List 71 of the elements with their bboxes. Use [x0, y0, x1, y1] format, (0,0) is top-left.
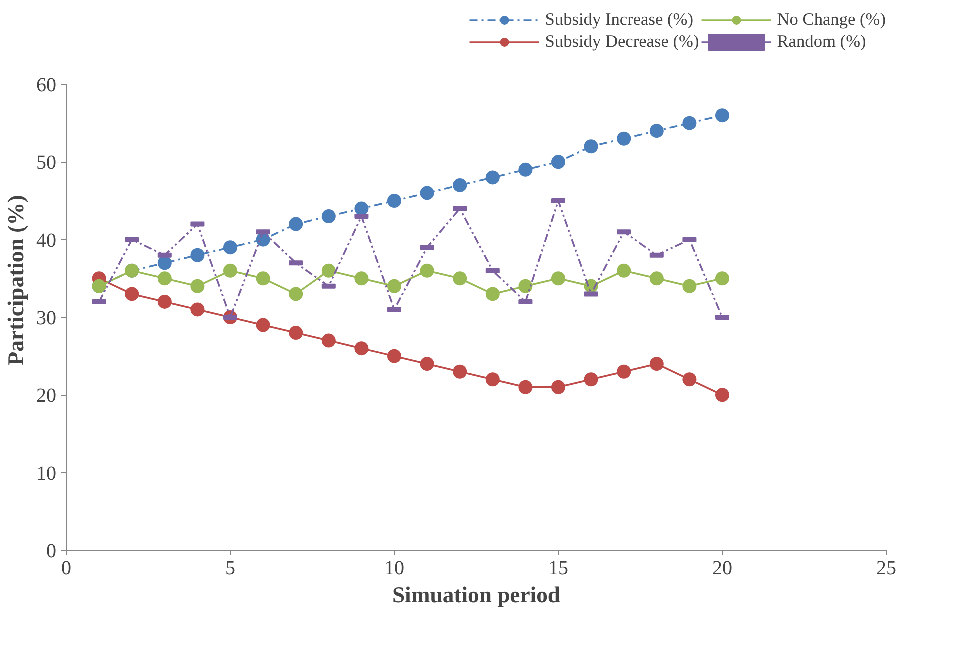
point — [518, 279, 533, 294]
x-tick-label: 0 — [62, 558, 72, 580]
point — [420, 357, 434, 372]
point — [453, 272, 468, 286]
point — [650, 272, 664, 286]
point — [190, 248, 205, 262]
x-tick-label: 10 — [384, 558, 404, 580]
x-tick-label: 20 — [712, 558, 732, 580]
point — [322, 334, 336, 348]
point — [453, 178, 468, 192]
legend-label: Subsidy Increase (%) — [545, 10, 694, 30]
point — [420, 186, 434, 200]
point — [289, 217, 304, 232]
point — [716, 388, 730, 402]
point — [388, 279, 402, 294]
point — [125, 287, 140, 302]
y-tick-label: 50 — [36, 152, 56, 174]
point — [682, 372, 697, 387]
point — [584, 372, 598, 387]
point — [190, 279, 205, 294]
point — [682, 116, 697, 130]
point — [552, 272, 566, 286]
point — [486, 287, 500, 302]
point — [158, 256, 172, 270]
point — [256, 272, 270, 286]
point — [289, 287, 304, 302]
point — [388, 349, 402, 364]
point — [354, 272, 369, 286]
point — [518, 380, 533, 394]
point — [354, 202, 369, 216]
point — [682, 279, 697, 294]
y-axis-title: Participation (%) — [4, 195, 28, 366]
point — [224, 240, 238, 255]
point — [716, 108, 730, 123]
point — [190, 302, 205, 317]
point — [650, 124, 664, 138]
point — [256, 318, 270, 332]
point — [486, 372, 500, 387]
point — [158, 272, 172, 286]
point — [650, 357, 664, 372]
legend-label: Random (%) — [777, 32, 866, 52]
point — [388, 194, 402, 208]
point — [354, 342, 369, 356]
legend-label: Subsidy Decrease (%) — [545, 32, 700, 52]
point — [158, 294, 172, 309]
x-tick-label: 5 — [226, 558, 236, 580]
y-tick-label: 40 — [36, 230, 56, 252]
y-tick-label: 0 — [46, 540, 56, 562]
y-tick-label: 10 — [36, 462, 56, 485]
point — [584, 140, 598, 154]
point — [322, 264, 336, 278]
point — [289, 326, 304, 340]
point — [322, 210, 336, 224]
point — [486, 170, 500, 185]
point — [617, 132, 632, 146]
x-axis-title: Simuation period — [392, 582, 561, 608]
y-tick-label: 30 — [36, 308, 56, 330]
point — [518, 162, 533, 177]
legend-label: No Change (%) — [777, 10, 886, 30]
point — [224, 264, 238, 278]
point — [420, 264, 434, 278]
y-tick-label: 60 — [36, 74, 56, 96]
point — [453, 364, 468, 379]
x-tick-label: 15 — [548, 558, 568, 580]
point — [617, 364, 632, 379]
point — [552, 380, 566, 394]
point — [552, 155, 566, 170]
x-tick-label: 25 — [876, 558, 896, 580]
y-tick-label: 20 — [36, 385, 56, 408]
point — [716, 272, 730, 286]
point — [617, 264, 632, 278]
